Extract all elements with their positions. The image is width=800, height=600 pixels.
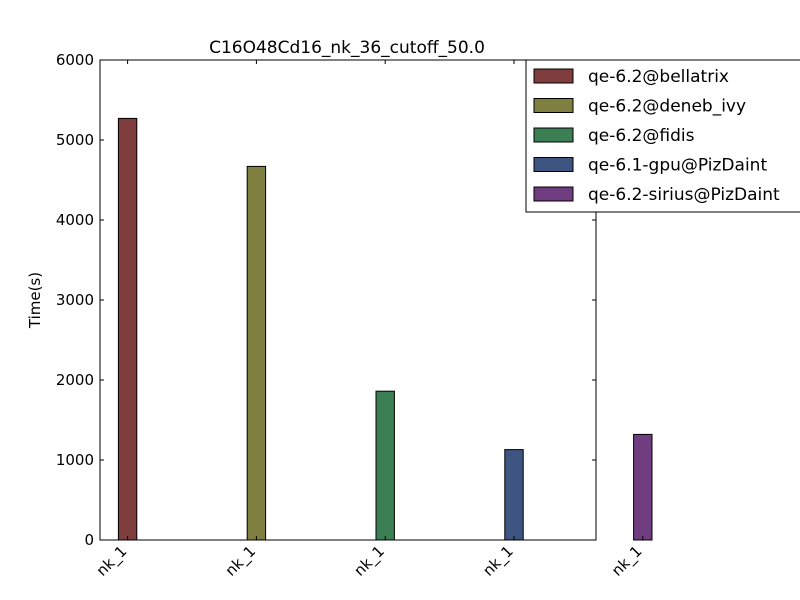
chart-title: C16O48Cd16_nk_36_cutoff_50.0 [209,38,485,58]
y-tick-label: 2000 [56,371,94,389]
legend-label: qe-6.1-gpu@PizDaint [588,156,767,176]
y-tick-label: 5000 [56,131,94,149]
bar-qe-6-2-sirius-pizdaint [633,433,653,541]
legend-swatch [533,98,574,113]
y-tick-label: 3000 [56,291,94,309]
x-tick-label: nk_1 [608,542,646,580]
y-ticks-group: 0 1000 2000 3000 4000 5000 6000 [56,51,596,549]
legend-swatch [533,127,574,143]
bars-group [117,117,653,541]
bar-qe-6-2-fidis [375,390,395,541]
legend: qe-6.2@bellatrix qe-6.2@deneb_ivy qe-6.2@f… [525,59,800,213]
legend-label: qe-6.2-sirius@PizDaint [588,185,780,205]
legend-label: qe-6.2@bellatrix [588,67,729,87]
legend-swatch [533,186,574,202]
bar-qe-6-1-gpu-pizdaint [504,449,524,541]
y-tick-label: 1000 [56,451,94,469]
legend-label: qe-6.2@fidis [588,126,695,146]
x-tick-label: nk_1 [93,542,131,580]
x-tick-label: nk_1 [222,542,260,580]
y-tick-label: 6000 [56,51,94,69]
y-axis-label: Time(s) [26,272,44,329]
legend-swatch [533,68,574,84]
bar-qe-6-2-deneb-ivy [246,165,267,541]
bar-qe-6-2-bellatrix [117,117,138,541]
x-tick-label: nk_1 [479,542,517,580]
y-tick-label: 0 [84,531,94,549]
x-tick-label: nk_1 [350,542,388,580]
legend-label: qe-6.2@deneb_ivy [588,97,746,117]
legend-swatch [533,157,574,172]
y-tick-label: 4000 [56,211,94,229]
